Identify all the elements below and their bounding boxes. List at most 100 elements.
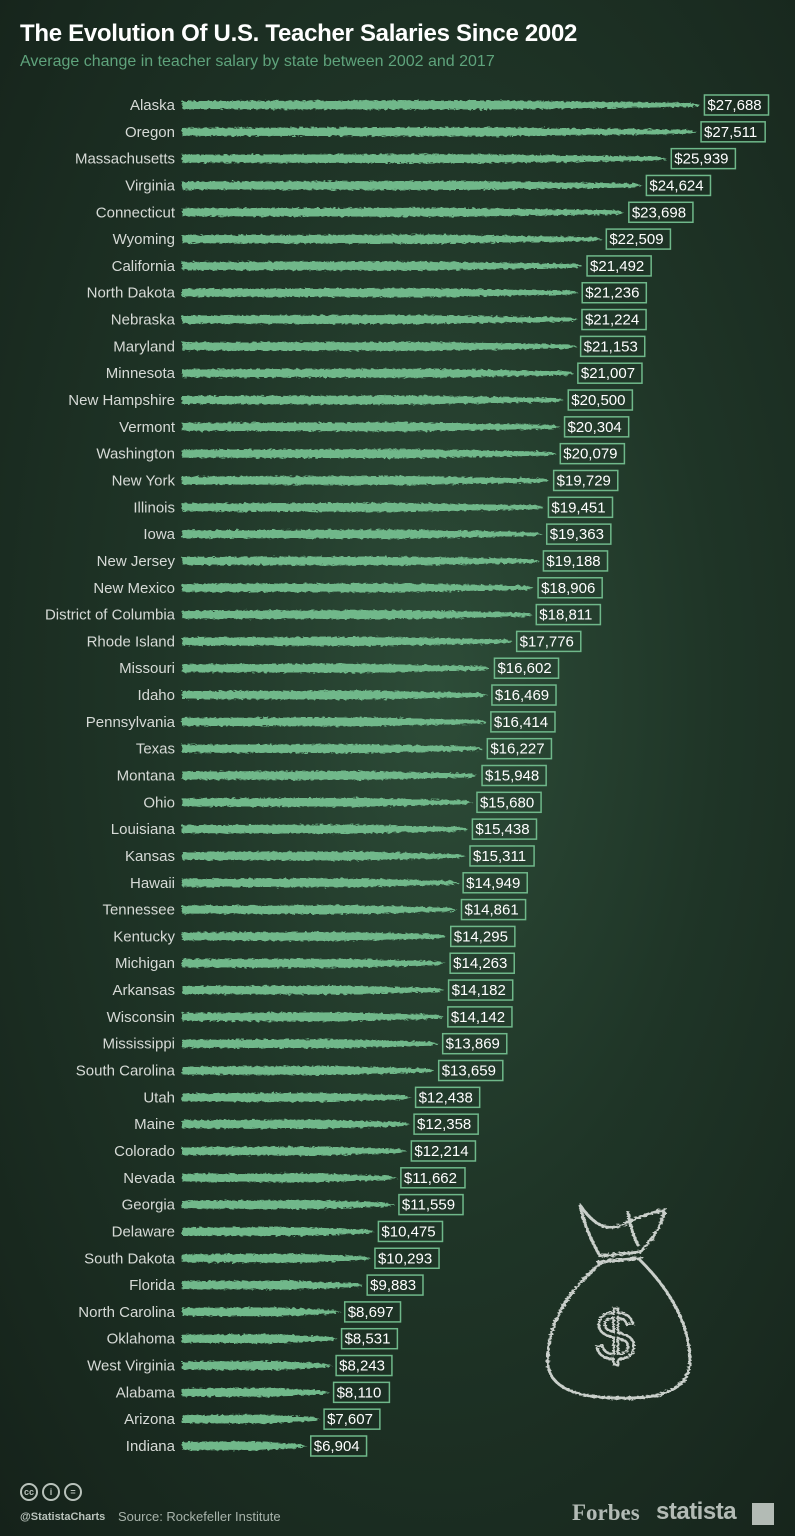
category-label: Iowa xyxy=(143,526,175,543)
bar xyxy=(182,583,535,593)
value-box xyxy=(581,308,647,331)
bar xyxy=(182,288,579,298)
bar xyxy=(182,958,447,968)
category-label: South Carolina xyxy=(76,1063,176,1080)
value-label: $20,079 xyxy=(563,446,617,463)
value-box xyxy=(586,255,652,277)
bar xyxy=(182,905,458,915)
value-box xyxy=(515,630,582,653)
bar xyxy=(182,207,625,217)
bar xyxy=(182,744,484,754)
category-label: Alabama xyxy=(116,1384,176,1401)
bar xyxy=(182,1012,444,1022)
value-box xyxy=(481,764,547,787)
bar xyxy=(182,556,540,566)
value-label: $9,883 xyxy=(370,1277,416,1294)
value-box xyxy=(449,925,516,948)
footer-source: Source: Rockefeller Institute xyxy=(118,1509,281,1524)
value-box xyxy=(343,1301,402,1323)
value-box xyxy=(374,1247,440,1270)
value-box xyxy=(579,335,646,358)
value-label: $19,188 xyxy=(546,553,600,570)
value-label: $14,295 xyxy=(454,928,508,945)
category-label: New Mexico xyxy=(93,580,175,597)
value-box xyxy=(400,1167,466,1189)
bar xyxy=(182,1307,341,1317)
value-label: $22,509 xyxy=(609,231,663,248)
value-box xyxy=(437,1059,504,1082)
bar xyxy=(182,663,491,673)
bar xyxy=(182,1387,330,1397)
category-label: Wisconsin xyxy=(107,1009,175,1026)
value-label: $14,182 xyxy=(452,982,506,999)
category-label: Kentucky xyxy=(113,928,175,945)
bar xyxy=(182,127,698,137)
value-box xyxy=(703,94,770,116)
value-box xyxy=(447,1006,513,1028)
value-box xyxy=(471,818,538,840)
value-label: $20,500 xyxy=(571,392,625,409)
category-label: South Dakota xyxy=(84,1250,176,1267)
value-label: $14,949 xyxy=(466,875,520,892)
bar xyxy=(182,368,574,378)
bar xyxy=(182,234,603,244)
value-label: $27,688 xyxy=(707,97,761,114)
value-label: $16,469 xyxy=(495,687,549,704)
value-box xyxy=(476,791,542,814)
value-label: $8,697 xyxy=(348,1304,394,1321)
category-label: Hawaii xyxy=(130,875,175,892)
value-label: $14,142 xyxy=(451,1009,505,1026)
value-label: $17,776 xyxy=(520,633,574,650)
bar xyxy=(182,1066,435,1076)
value-label: $12,438 xyxy=(419,1089,473,1106)
value-label: $11,662 xyxy=(404,1170,457,1187)
bar xyxy=(182,985,445,995)
value-box xyxy=(545,523,612,545)
category-label: Idaho xyxy=(137,687,175,704)
bar xyxy=(182,1226,375,1236)
category-label: Arkansas xyxy=(112,982,175,999)
bar xyxy=(182,1441,307,1451)
bar xyxy=(182,610,533,620)
bar xyxy=(182,1253,371,1263)
category-label: New Hampshire xyxy=(68,392,175,409)
cc-icon: cc xyxy=(20,1483,38,1501)
value-box xyxy=(493,657,560,679)
category-label: Oklahoma xyxy=(107,1331,176,1348)
bar xyxy=(182,1414,321,1424)
category-label: Mississippi xyxy=(102,1036,175,1053)
value-label: $6,904 xyxy=(314,1438,360,1455)
value-box xyxy=(490,711,556,733)
value-label: $21,492 xyxy=(590,258,644,275)
bar xyxy=(182,851,466,861)
category-label: Arizona xyxy=(124,1411,176,1428)
value-box xyxy=(335,1354,393,1377)
value-label: $16,414 xyxy=(494,714,548,731)
bar xyxy=(182,529,543,539)
value-box xyxy=(577,362,643,384)
category-label: Washington xyxy=(96,446,175,463)
category-label: Montana xyxy=(117,768,176,785)
category-label: Wyoming xyxy=(113,231,175,248)
value-label: $16,227 xyxy=(490,741,544,758)
svg-text:$: $ xyxy=(596,1297,635,1375)
value-box xyxy=(340,1327,399,1350)
value-label: $21,007 xyxy=(581,365,635,382)
category-label: Texas xyxy=(136,741,175,758)
nd-icon: = xyxy=(64,1483,82,1501)
category-label: Maryland xyxy=(113,338,175,355)
value-box xyxy=(310,1435,368,1457)
value-box xyxy=(377,1220,444,1243)
bar xyxy=(182,100,701,110)
statista-logo-icon xyxy=(752,1503,774,1525)
value-box xyxy=(645,174,712,197)
value-box xyxy=(410,1140,477,1162)
value-label: $15,438 xyxy=(475,821,529,838)
value-box xyxy=(537,577,603,599)
license-icons: cc i = xyxy=(20,1483,82,1501)
category-label: Florida xyxy=(129,1277,176,1294)
chart-title: The Evolution Of U.S. Teacher Salaries S… xyxy=(20,20,578,47)
bar xyxy=(182,1119,411,1129)
bar xyxy=(182,422,561,432)
value-box xyxy=(581,281,648,304)
